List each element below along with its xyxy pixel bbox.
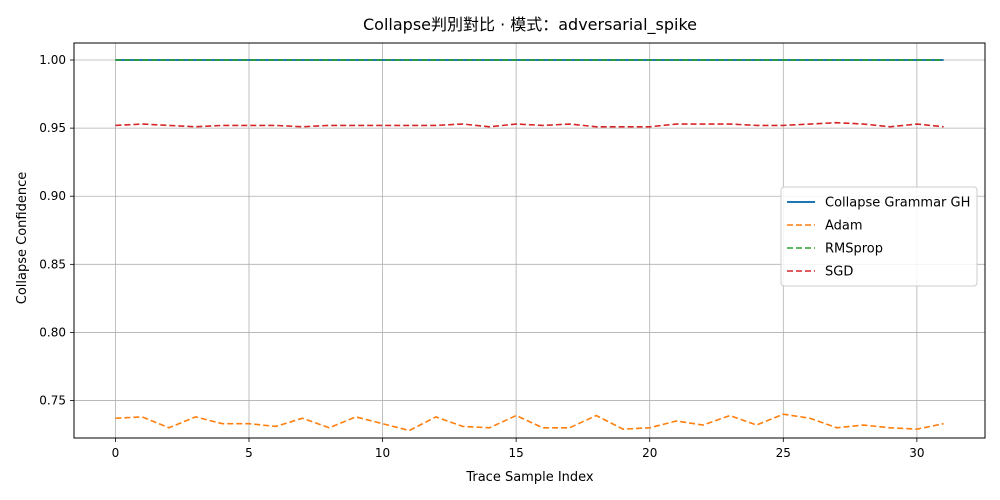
legend-box — [780, 186, 978, 287]
y-tick-label: 0.85 — [39, 257, 66, 271]
x-tick-label: 5 — [245, 446, 253, 460]
legend-label: RMSprop — [825, 242, 883, 257]
y-tick-label: 0.90 — [39, 189, 66, 203]
chart-title: Collapse判別對比 · 模式：adversarial_spike — [363, 15, 697, 35]
y-tick-label: 0.75 — [39, 394, 66, 408]
y-tick-label: 0.80 — [39, 325, 66, 339]
legend-label: Collapse Grammar GH — [825, 196, 970, 211]
x-tick-label: 20 — [642, 446, 657, 460]
series-line-sgd — [115, 121, 944, 128]
x-tick-label: 25 — [776, 446, 791, 460]
x-tick-label: 0 — [112, 446, 120, 460]
axis-ticks: 0 5 10 15 20 25 30 0.75 0.80 0.85 0.90 0.95 1.00 — [39, 53, 924, 460]
legend-label: Adam — [825, 219, 863, 234]
legend: Collapse Grammar GH Adam RMSprop SGD — [780, 186, 978, 287]
x-tick-label: 30 — [909, 446, 924, 460]
plot-frame — [73, 42, 986, 439]
x-tick-label: 10 — [375, 446, 390, 460]
series-line-adam — [115, 413, 944, 432]
y-tick-label: 0.95 — [39, 121, 66, 135]
legend-label: SGD — [825, 265, 853, 280]
y-tick-label: 1.00 — [39, 53, 66, 67]
y-axis-label: Collapse Confidence — [15, 172, 30, 304]
x-tick-label: 15 — [509, 446, 524, 460]
x-axis-label: Trace Sample Index — [465, 470, 594, 485]
series-lines — [115, 59, 944, 432]
